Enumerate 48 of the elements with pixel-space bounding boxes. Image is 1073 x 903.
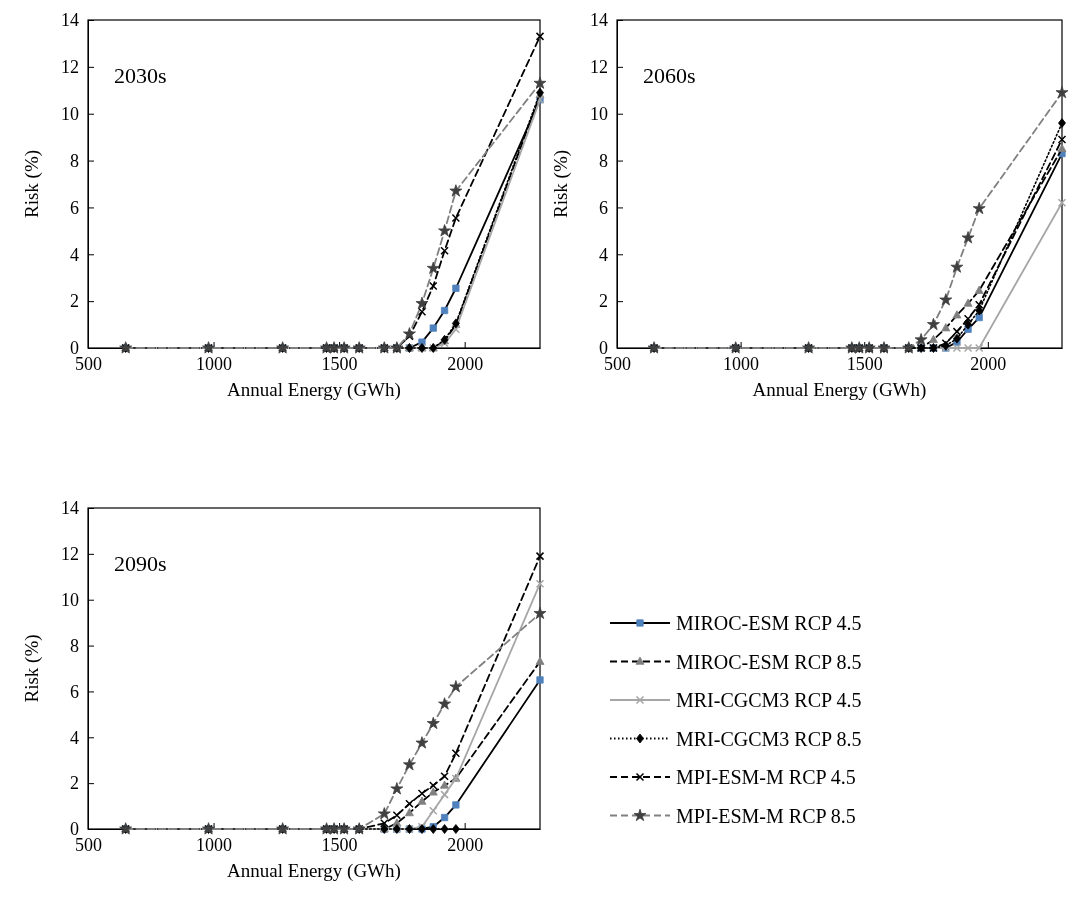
y-tick-label: 4 bbox=[70, 244, 79, 265]
y-axis-title: Risk (%) bbox=[21, 149, 43, 219]
text: 2030s bbox=[114, 63, 167, 88]
y-tick-label: 14 bbox=[61, 498, 79, 519]
y-axis-title: Risk (%) bbox=[550, 149, 572, 219]
x-tick-label: 500 bbox=[604, 353, 631, 374]
x-tick-label: 500 bbox=[75, 353, 102, 374]
x-tick-label: 1000 bbox=[196, 353, 233, 374]
y-tick-label: 12 bbox=[61, 57, 79, 78]
legend-label: MIROC-ESM RCP 4.5 bbox=[676, 612, 862, 634]
x-tick-label: 2000 bbox=[447, 834, 484, 855]
y-tick-label: 8 bbox=[599, 150, 608, 171]
y-tick-label: 10 bbox=[61, 589, 79, 610]
x-tick-label: 1500 bbox=[321, 353, 358, 374]
x-axis-title: Annual Energy (GWh) bbox=[227, 860, 401, 882]
x-tick-label: 1500 bbox=[321, 834, 358, 855]
y-tick-label: 6 bbox=[70, 681, 79, 702]
y-tick-label: 8 bbox=[70, 635, 79, 656]
y-tick-label: 6 bbox=[599, 197, 608, 218]
y-tick-label: 4 bbox=[70, 727, 79, 748]
y-tick-label: 12 bbox=[590, 57, 608, 78]
legend-label: MIROC-ESM RCP 8.5 bbox=[676, 650, 862, 673]
x-tick-label: 2000 bbox=[447, 353, 484, 374]
y-tick-label: 6 bbox=[70, 197, 79, 218]
legend-label: MRI-CGCM3 RCP 4.5 bbox=[676, 689, 862, 711]
x-tick-label: 500 bbox=[75, 834, 102, 855]
y-tick-label: 14 bbox=[590, 10, 608, 31]
x-tick-label: 2000 bbox=[970, 353, 1007, 374]
x-axis-title: Annual Energy (GWh) bbox=[752, 379, 927, 401]
legend-label: MPI-ESM-M RCP 4.5 bbox=[676, 766, 856, 788]
x-tick-label: 1500 bbox=[846, 353, 883, 374]
y-tick-label: 2 bbox=[599, 291, 608, 312]
y-tick-label: 2 bbox=[70, 773, 79, 794]
legend-label: MRI-CGCM3 RCP 8.5 bbox=[676, 727, 862, 750]
x-tick-label: 1000 bbox=[196, 834, 233, 855]
y-axis-title: Risk (%) bbox=[21, 634, 43, 703]
text: 2090s bbox=[114, 551, 167, 576]
y-tick-label: 4 bbox=[599, 244, 608, 265]
text: 2060s bbox=[643, 63, 696, 88]
y-tick-label: 10 bbox=[590, 103, 608, 124]
legend-label: MPI-ESM-M RCP 8.5 bbox=[676, 804, 856, 827]
y-tick-label: 2 bbox=[70, 291, 79, 312]
y-tick-label: 10 bbox=[61, 103, 79, 124]
y-tick-label: 14 bbox=[61, 10, 79, 31]
y-tick-label: 12 bbox=[61, 544, 79, 565]
x-tick-label: 1000 bbox=[723, 353, 760, 374]
x-axis-title: Annual Energy (GWh) bbox=[227, 379, 401, 401]
y-tick-label: 8 bbox=[70, 150, 79, 171]
